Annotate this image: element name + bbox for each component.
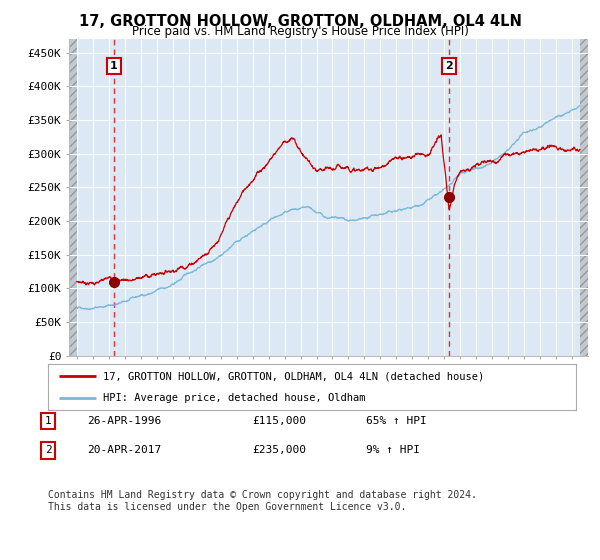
Text: HPI: Average price, detached house, Oldham: HPI: Average price, detached house, Oldh…: [103, 393, 366, 403]
Text: 65% ↑ HPI: 65% ↑ HPI: [366, 416, 427, 426]
Text: 17, GROTTON HOLLOW, GROTTON, OLDHAM, OL4 4LN (detached house): 17, GROTTON HOLLOW, GROTTON, OLDHAM, OL4…: [103, 371, 485, 381]
Text: 20-APR-2017: 20-APR-2017: [87, 445, 161, 455]
Text: 2: 2: [445, 61, 453, 71]
Text: 1: 1: [110, 61, 118, 71]
Bar: [580, 36, 588, 356]
Text: 2: 2: [44, 445, 52, 455]
Text: Contains HM Land Registry data © Crown copyright and database right 2024.
This d: Contains HM Land Registry data © Crown c…: [48, 490, 477, 512]
Text: 1: 1: [44, 416, 52, 426]
Text: 26-APR-1996: 26-APR-1996: [87, 416, 161, 426]
Bar: [69, 36, 77, 356]
Text: £235,000: £235,000: [252, 445, 306, 455]
Text: 17, GROTTON HOLLOW, GROTTON, OLDHAM, OL4 4LN: 17, GROTTON HOLLOW, GROTTON, OLDHAM, OL4…: [79, 14, 521, 29]
Text: £115,000: £115,000: [252, 416, 306, 426]
Text: Price paid vs. HM Land Registry's House Price Index (HPI): Price paid vs. HM Land Registry's House …: [131, 25, 469, 38]
Text: 9% ↑ HPI: 9% ↑ HPI: [366, 445, 420, 455]
